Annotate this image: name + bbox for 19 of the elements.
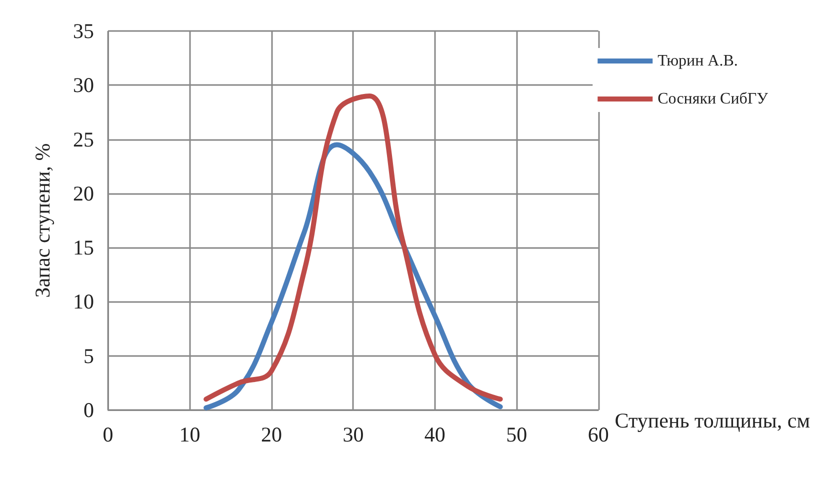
legend-label: Тюрин А.В. (658, 52, 738, 70)
y-tick-label: 25 (73, 127, 94, 152)
x-tick-label: 60 (588, 422, 609, 446)
x-tick-label: 40 (424, 422, 446, 446)
x-tick-label: 0 (102, 422, 114, 446)
x-tick-label: 30 (342, 422, 364, 446)
legend-label: Сосняки СибГУ (658, 90, 769, 108)
x-axis-title: Ступень толщины, см (614, 408, 810, 432)
y-axis-title: Запас ступени, % (30, 143, 54, 298)
y-tick-label: 30 (73, 73, 94, 98)
y-tick-label: 35 (73, 19, 94, 43)
y-tick-label: 15 (73, 236, 94, 260)
x-tick-label: 20 (260, 422, 282, 446)
y-tick-label: 10 (73, 290, 94, 314)
y-tick-label: 20 (73, 181, 94, 206)
y-tick-label: 0 (84, 398, 94, 422)
x-tick-label: 50 (506, 422, 528, 446)
y-tick-label: 5 (84, 344, 94, 368)
x-tick-label: 10 (179, 422, 200, 446)
